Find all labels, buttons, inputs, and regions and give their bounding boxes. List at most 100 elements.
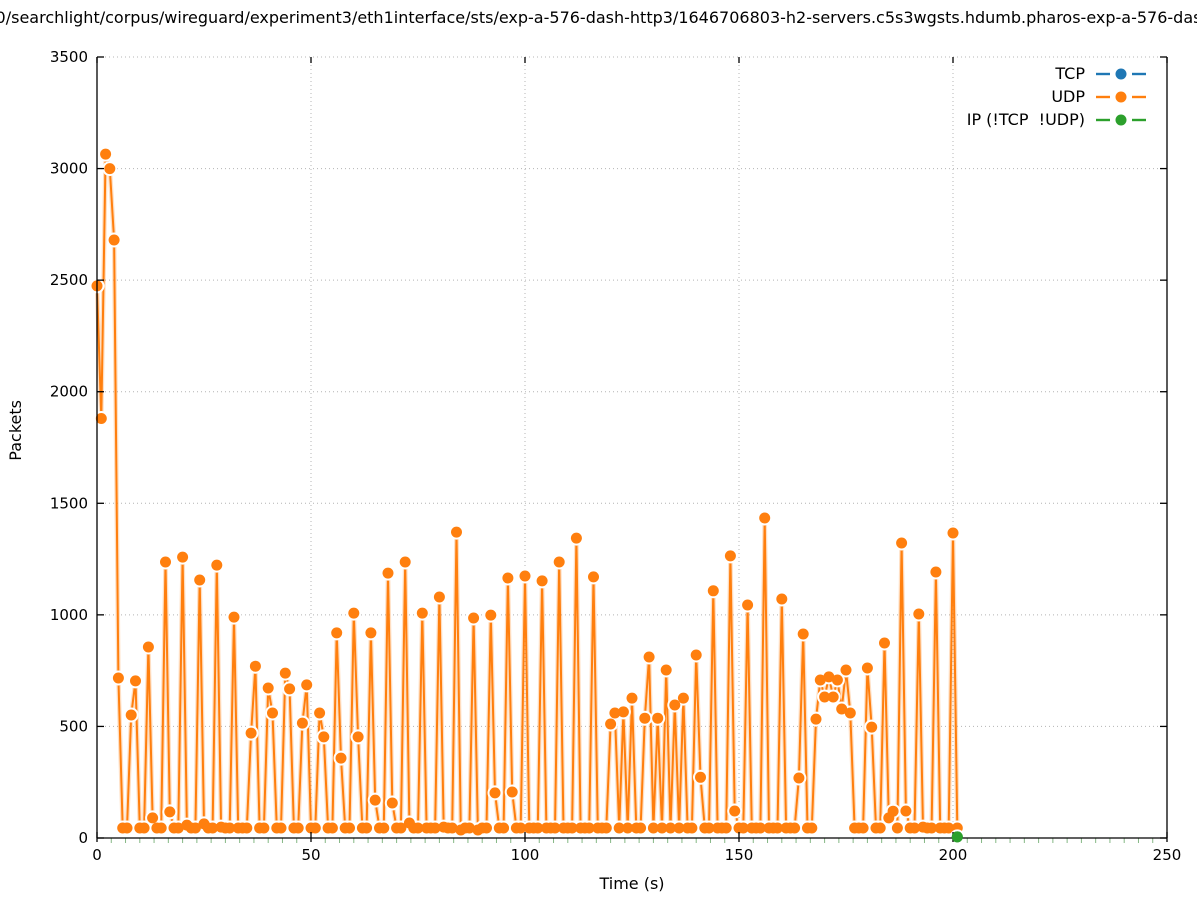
udp-data-point [836,703,848,715]
udp-data-point [412,822,424,834]
udp-data-point [121,822,133,834]
x-tick-label: 200 [939,846,968,864]
udp-data-point [189,822,201,834]
udp-data-point [844,707,856,719]
udp-data-point [314,707,326,719]
udp-data-point [275,822,287,834]
udp-data-point [249,660,261,672]
udp-data-point [262,682,274,694]
udp-data-point [331,627,343,639]
y-tick-label: 2000 [50,383,88,401]
udp-data-point [793,772,805,784]
udp-data-point [160,556,171,568]
udp-data-point [224,822,236,834]
udp-data-point [142,641,154,653]
udp-data-point [245,727,257,739]
udp-data-point [583,822,595,834]
udp-data-point [194,574,206,586]
udp-data-point [125,709,137,721]
axes-border [96,56,1168,842]
udp-data-point [874,822,886,834]
udp-data-point [887,805,899,817]
legend-label-ip: IP (!TCP !UDP) [966,110,1085,129]
udp-data-point [112,672,124,684]
chart-title-text: /eth1 [351,8,394,27]
udp-data-point [506,786,518,798]
udp-data-point [489,787,501,799]
udp-data-point [729,805,741,817]
legend-label-udp: UDP [1051,87,1085,106]
udp-data-point [228,611,240,623]
udp-data-point [100,148,112,160]
udp-data-point [553,556,565,568]
udp-data-point [737,822,749,834]
udp-data-point [498,822,510,834]
x-tick-label: 50 [301,846,320,864]
y-tick-label: 500 [59,717,88,735]
udp-data-point [451,526,462,538]
udp-data-point [95,413,107,424]
chart-title-text: nterface/sts/exp-a-576-dash-http3/164670… [398,8,1197,27]
udp-data-point [900,805,912,817]
udp-data-point [639,712,651,724]
y-tick-label: 1500 [50,494,88,512]
udp-data-point [609,707,621,719]
udp-data-point [532,822,544,834]
y-tick-label: 1000 [50,606,88,624]
udp-data-point [776,593,788,605]
udp-data-point [797,628,809,640]
udp-data-point [108,234,120,246]
udp-data-point [840,664,852,676]
legend-label-tcp: TCP [1055,64,1085,83]
udp-data-point [613,822,625,834]
udp-series-line [96,153,959,832]
udp-data-point [429,822,441,834]
udp-data-point [463,822,475,834]
udp-data-point [742,599,754,611]
udp-data-point [930,566,942,578]
chart-title-subscript: i [393,8,399,27]
udp-data-point [335,752,347,764]
udp-data-point [643,651,655,663]
udp-data-point [172,822,184,834]
udp-data-point [588,571,599,583]
udp-data-point [819,691,831,703]
udp-data-point [378,822,390,834]
ip-line-dot-sample-icon [1096,114,1146,125]
udp-data-point [861,662,873,674]
udp-data-point [831,674,843,686]
legend-row-ip: IP (!TCP !UDP) [967,110,1147,129]
tcp-line-dot-sample-icon [1096,68,1146,79]
ip-top-marker [951,831,963,843]
udp-data-point [536,575,548,587]
udp-data-point [857,822,869,834]
udp-data-point [720,822,732,834]
chart-title-text: 0/searchlight/corpus/wireguard/experimen… [0,8,342,27]
udp-data-point [810,713,822,725]
y-tick-label: 2500 [50,271,88,289]
udp-data-point [605,718,617,730]
udp-data-point [485,609,497,621]
udp-data-point [301,679,313,691]
udp-data-point [690,649,702,661]
udp-data-point [947,527,959,539]
x-tick-label: 150 [725,846,754,864]
udp-data-point [772,822,783,834]
udp-data-point [130,675,141,687]
udp-data-point [570,532,582,544]
udp-data-point [866,721,878,733]
udp-data-point [177,551,189,563]
udp-data-point [344,822,355,834]
udp-data-point [365,627,377,639]
legend: TCP UDP IP (!TCP !UDP) [967,64,1147,129]
udp-data-point [622,822,634,834]
udp-data-point [361,822,373,834]
udp-data-point [823,671,835,683]
udp-data-point [138,822,150,834]
udp-data-point [669,699,681,711]
udp-data-point [369,794,381,806]
udp-data-point [502,572,514,584]
x-axis-label: Time (s) [599,874,665,893]
